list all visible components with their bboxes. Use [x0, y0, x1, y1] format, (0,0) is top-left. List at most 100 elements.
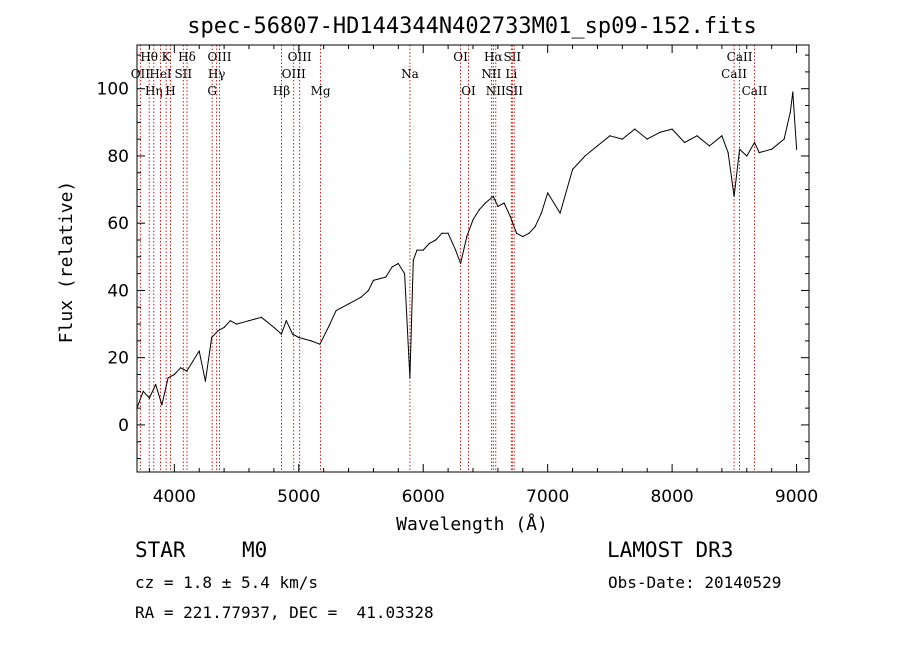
line-label-2: Hη	[145, 84, 163, 98]
spectrum-point-11	[204, 380, 207, 382]
y-tick-label-2: 40	[107, 281, 129, 301]
object-class: STAR	[135, 538, 186, 562]
spectrum-point-28	[347, 303, 350, 305]
spectrum-point-16	[235, 323, 238, 325]
spectrum-point-52	[503, 202, 505, 204]
spectrum-point-73	[721, 135, 723, 137]
spectrum-point-45	[459, 262, 462, 265]
spectrum-point-68	[659, 131, 661, 134]
spectrum-point-33	[391, 266, 393, 268]
spectrum-point-54	[515, 232, 518, 234]
line-label-5: H	[165, 84, 175, 98]
plot-frame	[136, 44, 810, 473]
spectrum-point-75	[733, 195, 735, 197]
spectrum-point-24	[310, 340, 312, 342]
line-label-13: OIII	[288, 50, 312, 64]
spectrum-point-7	[179, 367, 182, 369]
spectrum-point-44	[454, 249, 457, 251]
y-tick-label-0: 0	[118, 416, 129, 436]
spectrum-point-67	[646, 138, 648, 140]
spectrum-point-62	[584, 155, 586, 157]
obs-date-text: Obs-Date: 20140529	[608, 573, 782, 592]
y-tick-label-3: 60	[107, 214, 129, 234]
coordinates-text: RA = 221.77937, DEC = 41.03328	[135, 603, 434, 622]
object-subclass: M0	[242, 538, 268, 562]
spectrum-point-71	[696, 135, 698, 137]
line-label-16: OI	[453, 50, 468, 64]
spectrum-point-19	[273, 326, 275, 329]
spectrum-point-38	[416, 249, 418, 251]
spectrum-point-51	[497, 205, 499, 207]
line-label-10: OIII	[207, 50, 231, 64]
spectrum-point-42	[441, 232, 443, 234]
spectrum-point-59	[547, 192, 549, 194]
spectrum-point-37	[412, 259, 414, 261]
spectrum-point-74	[727, 151, 729, 154]
spectrum-point-22	[291, 333, 294, 335]
line-label-15: Na	[401, 67, 419, 81]
spectrum-point-10	[198, 350, 200, 352]
line-label-11: Hβ	[273, 84, 290, 98]
x-tick-label-5: 9000	[775, 487, 818, 507]
spectrum-point-47	[472, 219, 474, 221]
spectrum-point-70	[683, 141, 686, 144]
spectrum-point-69	[671, 128, 673, 130]
spectrum-point-32	[385, 276, 387, 278]
spectrum-point-57	[534, 225, 536, 228]
spectrum-point-60	[559, 212, 561, 214]
spectrum-point-77	[746, 155, 748, 157]
line-label-12: OIII	[282, 67, 306, 81]
spectrum-series	[136, 91, 798, 409]
y-axis-label: Flux (relative)	[56, 181, 77, 344]
line-label-7: Hδ	[178, 50, 196, 64]
y-tick-label-1: 20	[107, 349, 129, 369]
spectrum-point-34	[397, 262, 399, 265]
x-tick-label-3: 7000	[526, 487, 569, 507]
spectrum-point-21	[285, 320, 287, 322]
spectrum-point-83	[792, 91, 794, 93]
line-label-0: OII	[131, 67, 151, 81]
x-tick-label-2: 6000	[402, 487, 445, 507]
spectrum-point-14	[223, 326, 225, 329]
spectrum-line	[136, 91, 798, 409]
spectrum-point-64	[609, 135, 611, 137]
spectrum-point-13	[217, 330, 219, 332]
spectrum-point-5	[167, 377, 169, 379]
line-label-8: G	[207, 84, 217, 98]
spectrum-point-35	[403, 273, 406, 275]
line-label-1: Hθ	[140, 50, 158, 64]
spectrum-point-25	[319, 343, 321, 345]
axis-ticks: 4000 5000 6000 7000 8000 9000 0 20 40 60 80 100	[97, 45, 818, 507]
line-label-3: HeI	[149, 67, 172, 81]
line-label-25: CaII	[727, 50, 753, 64]
x-tick-label-4: 8000	[650, 487, 693, 507]
line-label-21: Li	[505, 67, 517, 81]
spectrum-point-30	[367, 289, 370, 292]
line-label-6: SII	[174, 67, 192, 81]
spectrum-point-23	[298, 336, 300, 339]
x-axis-label: Wavelength (Å)	[396, 513, 548, 535]
spectrum-point-31	[372, 279, 375, 281]
y-tick-label-5: 100	[97, 80, 129, 100]
line-label-26: CaII	[742, 84, 768, 98]
spectrum-point-43	[447, 232, 449, 234]
spectrum-point-20	[280, 333, 282, 335]
spectrum-point-63	[596, 145, 599, 147]
spectrum-point-78	[753, 141, 756, 144]
spectrum-point-18	[260, 316, 263, 318]
spectrum-point-50	[492, 195, 494, 197]
spectrum-point-6	[173, 373, 175, 376]
x-tick-label-0: 4000	[153, 487, 196, 507]
spectrum-point-72	[708, 145, 711, 147]
spectrum-point-61	[571, 168, 574, 171]
line-label-9: Hγ	[208, 67, 226, 81]
spectrum-point-39	[422, 249, 424, 251]
survey-name: LAMOST DR3	[607, 538, 734, 562]
spectral-line-markers: OII Hθ Hη HeI K H SII Hδ G Hγ OIII Hβ OIII OIII Mg Na OI…	[131, 45, 768, 472]
spectrum-point-84	[795, 148, 798, 150]
line-label-20: NII	[486, 84, 506, 98]
spectrum-point-29	[360, 296, 362, 298]
spectrum-point-2	[148, 397, 151, 399]
spectrum-point-82	[789, 111, 791, 113]
